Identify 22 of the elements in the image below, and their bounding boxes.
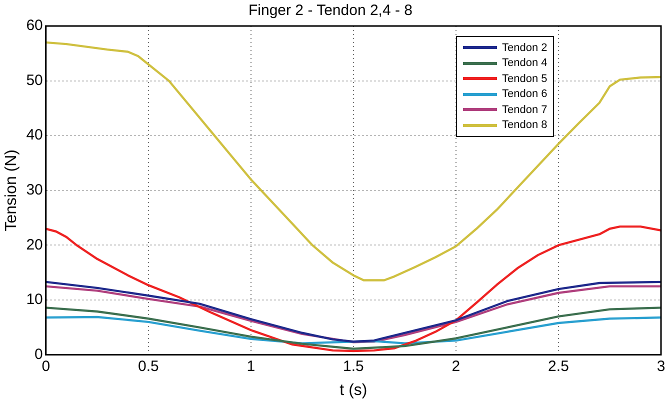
y-axis-title: Tension (N): [3, 149, 20, 232]
legend-label: Tendon 7: [502, 104, 548, 116]
y-tick-label: 60: [26, 17, 43, 34]
x-axis-title: t (s): [340, 382, 368, 399]
legend-label: Tendon 8: [502, 119, 548, 132]
x-tick-label: 2: [452, 358, 460, 375]
x-tick-label: 3: [656, 358, 666, 375]
y-tick-label: 20: [26, 236, 43, 254]
legend-label: Tendon 5: [502, 72, 548, 85]
x-tick-label: 1.5: [343, 358, 364, 375]
y-tick-label: 30: [26, 182, 43, 199]
x-tick-label: 2.5: [548, 358, 569, 375]
legend-label: Tendon 2: [502, 42, 548, 54]
y-tick-label: 0: [34, 346, 43, 363]
legend-label: Tendon 6: [502, 88, 548, 100]
x-tick-label: 1: [246, 358, 256, 375]
y-tick-label: 10: [26, 291, 43, 308]
legend-label: Tendon 4: [502, 57, 548, 70]
y-tick-label: 50: [26, 72, 43, 89]
y-tick-label: 40: [26, 126, 43, 144]
x-tick-label: 0.5: [138, 358, 159, 375]
chart-title: Finger 2 - Tendon 2,4 - 8: [248, 2, 412, 20]
